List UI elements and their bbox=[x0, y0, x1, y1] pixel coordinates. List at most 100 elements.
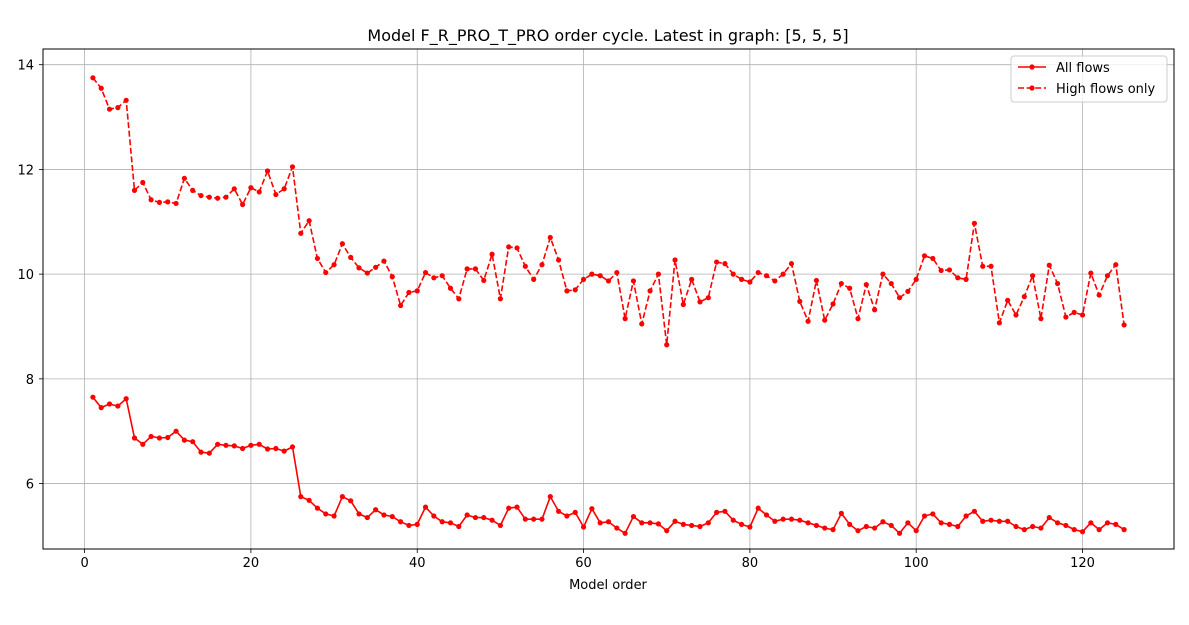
data-point bbox=[614, 525, 620, 531]
data-point bbox=[1038, 316, 1044, 322]
data-point bbox=[838, 280, 844, 287]
data-point bbox=[231, 186, 237, 192]
data-point bbox=[106, 106, 113, 112]
data-point bbox=[780, 271, 786, 277]
data-point bbox=[539, 262, 545, 268]
data-point bbox=[181, 437, 187, 443]
data-point bbox=[356, 265, 362, 271]
data-point bbox=[273, 445, 279, 452]
data-point bbox=[847, 521, 853, 527]
data-point bbox=[1071, 527, 1077, 533]
data-point bbox=[1046, 514, 1052, 521]
data-point bbox=[1079, 529, 1086, 535]
data-point bbox=[281, 448, 287, 454]
data-point bbox=[738, 276, 745, 282]
data-point bbox=[580, 524, 587, 530]
data-point bbox=[156, 199, 163, 206]
data-point bbox=[1063, 522, 1069, 529]
data-point bbox=[190, 439, 196, 445]
data-point bbox=[406, 289, 412, 296]
data-point bbox=[1030, 523, 1036, 530]
data-point bbox=[1063, 314, 1069, 320]
data-point bbox=[231, 443, 237, 449]
data-point bbox=[456, 296, 462, 302]
data-point bbox=[115, 105, 121, 111]
data-point bbox=[148, 197, 154, 203]
data-point bbox=[140, 179, 146, 186]
data-point bbox=[1046, 262, 1052, 268]
x-tick-label: 80 bbox=[742, 556, 759, 571]
data-point bbox=[705, 520, 711, 526]
data-point bbox=[456, 523, 462, 530]
data-point bbox=[1096, 292, 1102, 298]
data-point bbox=[497, 296, 503, 302]
data-point bbox=[198, 192, 204, 199]
data-point bbox=[930, 255, 936, 262]
data-point bbox=[489, 517, 495, 523]
data-point bbox=[522, 263, 528, 269]
data-point bbox=[580, 276, 587, 282]
data-point bbox=[597, 273, 603, 279]
data-point bbox=[248, 442, 254, 448]
data-point bbox=[730, 517, 736, 523]
data-point bbox=[389, 513, 395, 520]
data-point bbox=[772, 518, 778, 524]
x-axis-title: Model order bbox=[569, 578, 647, 593]
data-point bbox=[206, 194, 212, 200]
data-point bbox=[165, 199, 171, 205]
data-point bbox=[921, 253, 928, 259]
data-point bbox=[381, 258, 387, 264]
data-point bbox=[788, 516, 795, 522]
x-tick-label: 60 bbox=[575, 556, 592, 571]
data-point bbox=[264, 446, 271, 452]
data-point bbox=[622, 316, 628, 322]
data-point bbox=[514, 504, 520, 510]
data-point bbox=[1005, 297, 1011, 303]
legend-label: All flows bbox=[1056, 61, 1110, 76]
data-point bbox=[1021, 527, 1027, 533]
data-point bbox=[339, 494, 345, 500]
data-point bbox=[980, 518, 986, 524]
data-point bbox=[522, 516, 528, 522]
data-point bbox=[414, 288, 420, 294]
data-point bbox=[921, 513, 928, 519]
data-point bbox=[1088, 270, 1094, 276]
data-point bbox=[730, 271, 736, 277]
data-point bbox=[855, 316, 861, 322]
data-point bbox=[896, 530, 903, 536]
data-point bbox=[1005, 518, 1011, 524]
data-point bbox=[780, 516, 786, 522]
data-point bbox=[672, 257, 678, 263]
data-point bbox=[331, 513, 337, 519]
data-point bbox=[763, 273, 770, 279]
data-point bbox=[356, 511, 362, 517]
data-point bbox=[348, 498, 354, 504]
data-point bbox=[373, 264, 379, 270]
data-point bbox=[772, 278, 778, 284]
data-point bbox=[531, 276, 537, 282]
data-point bbox=[206, 450, 212, 456]
data-point bbox=[364, 514, 370, 521]
data-point bbox=[273, 191, 279, 198]
data-point bbox=[655, 521, 661, 527]
data-point bbox=[805, 520, 811, 526]
data-point bbox=[622, 530, 628, 536]
data-point bbox=[971, 508, 978, 514]
data-point bbox=[1013, 312, 1019, 318]
data-point bbox=[946, 521, 953, 527]
data-point bbox=[597, 520, 603, 526]
data-point bbox=[988, 263, 994, 269]
data-point bbox=[106, 401, 113, 407]
data-point bbox=[697, 523, 703, 530]
data-point bbox=[855, 528, 861, 534]
data-point bbox=[955, 523, 961, 530]
data-point bbox=[239, 445, 246, 452]
series-group bbox=[90, 75, 1127, 536]
data-point bbox=[98, 405, 104, 411]
data-point bbox=[664, 528, 670, 534]
data-point bbox=[264, 168, 271, 174]
data-point bbox=[198, 449, 204, 455]
data-point bbox=[1054, 280, 1061, 287]
data-point bbox=[589, 271, 595, 277]
